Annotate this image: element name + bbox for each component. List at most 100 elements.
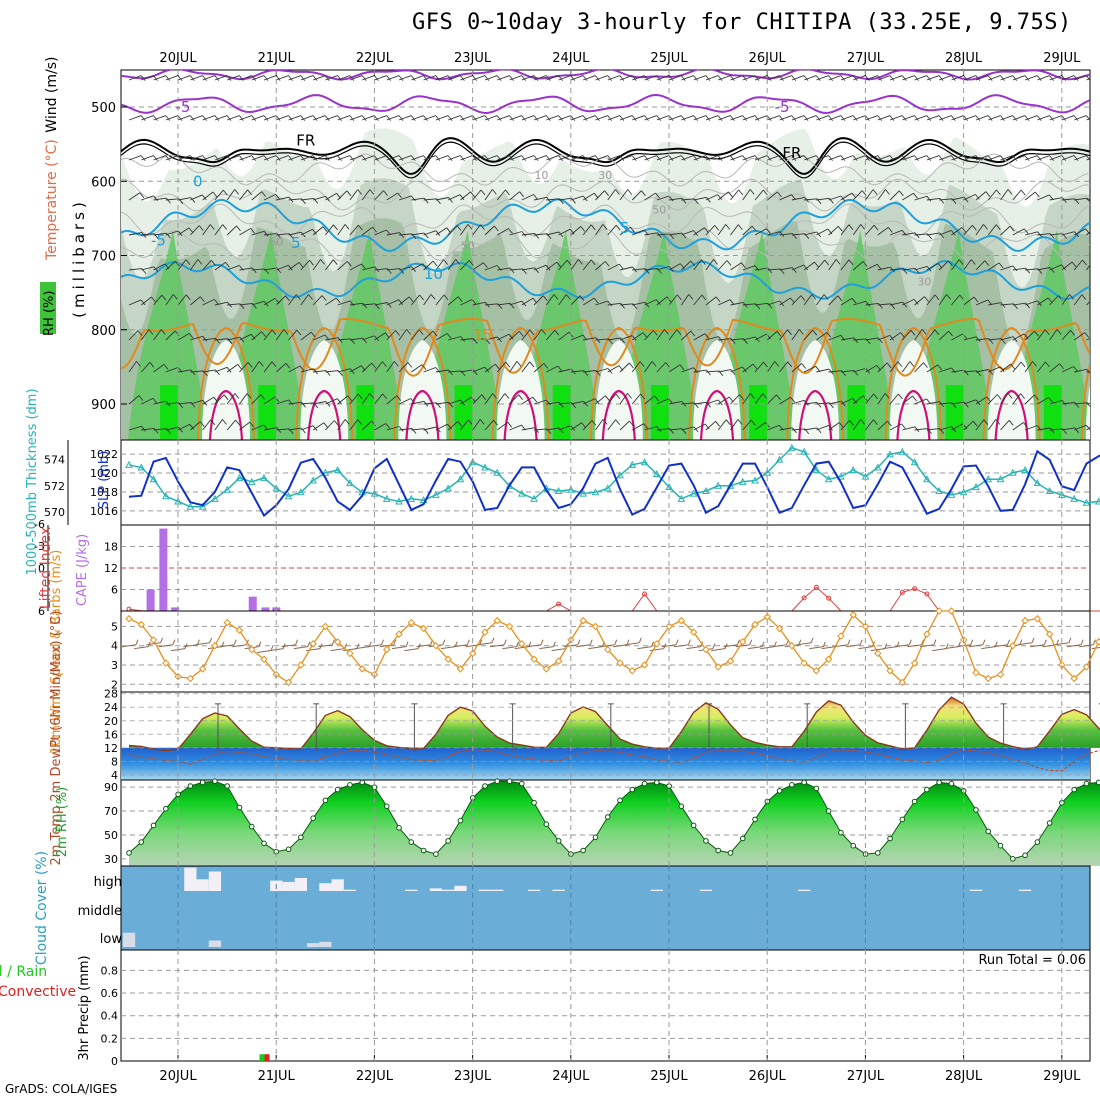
wind-barb-flag (178, 426, 183, 433)
wind-barb (570, 195, 584, 201)
wind-barb-flag (397, 192, 403, 199)
rh-point (482, 783, 488, 789)
wind-barb-flag (693, 115, 698, 121)
wind-barb-flag (529, 329, 535, 336)
wind-barb-flag (1096, 296, 1100, 301)
wind-barb-10m-flag (737, 639, 740, 645)
wind-barb-flag (1049, 115, 1054, 121)
wind-barb-flag (887, 227, 893, 233)
wind-barb (902, 232, 916, 236)
precip-tick-label: 0.4 (101, 1010, 119, 1023)
wind-barb-flag (717, 75, 723, 81)
wind-barb-flag (1069, 294, 1074, 300)
wind-barb-flag (641, 190, 646, 196)
wind-barb (644, 426, 658, 431)
wind-barb-flag (766, 155, 772, 161)
wind-barb-flag (566, 259, 572, 266)
wind-barb (975, 75, 989, 81)
wind-barb-flag (983, 224, 988, 230)
wind-barb-flag (1025, 302, 1031, 309)
wind-barb (362, 115, 375, 121)
wind-barb (595, 368, 609, 373)
wind-barb-flag (1061, 155, 1067, 161)
wind-barb (165, 115, 179, 121)
wind-barb-flag (926, 75, 932, 81)
wind-barb-flag (139, 192, 145, 199)
wind-barb (325, 259, 334, 271)
wind-barb (779, 233, 793, 236)
wind-barb-10m (846, 644, 861, 648)
wind-barb-flag (347, 395, 353, 402)
wind-barb-flag (472, 369, 478, 376)
ylabel-temperature-2m: 2m Temp 2m DewPt (6hr Min/Max) (°C) (49, 611, 64, 866)
wind-barb (165, 402, 179, 405)
wind-barb-flag (938, 75, 944, 81)
wind-barb-10m-flag (773, 641, 777, 647)
wind-barb (521, 194, 534, 201)
wind-barb-flag (521, 155, 527, 161)
wind-barb (963, 420, 974, 431)
wind-barb-10m (121, 644, 137, 648)
freezing-line (121, 141, 1090, 179)
wind-barb (902, 267, 916, 271)
wind-barb (165, 260, 176, 271)
isotherm-20 (393, 326, 452, 440)
wind-barb-10m (674, 644, 689, 648)
wind-barb (607, 224, 617, 236)
wind-barb-flag (358, 224, 363, 231)
wind-barb (288, 115, 301, 121)
wind-barb-flag (202, 115, 207, 121)
wind-barb-flag (188, 333, 194, 339)
rh-point (604, 814, 611, 820)
wind-speed-point (775, 624, 784, 633)
wind-barb-flag (787, 329, 792, 335)
rh-core (1043, 385, 1062, 440)
wind-barb (349, 115, 363, 121)
wind-barb (902, 155, 915, 161)
wind-barb-flag (471, 299, 477, 305)
temperature-area (129, 697, 1100, 748)
isotherm-25 (798, 389, 833, 440)
wind-barb-10m-flag (908, 639, 912, 645)
wind-barb (1012, 228, 1025, 236)
wind-barb (582, 420, 593, 431)
wind-barb-flag (410, 155, 416, 161)
wind-barb (1012, 267, 1026, 271)
wind-barb (865, 189, 874, 201)
wind-speed-point (628, 667, 636, 675)
thickness-point (1070, 494, 1079, 502)
isotherm-25 (699, 389, 735, 440)
cape-tick-label: 18 (104, 541, 118, 554)
wind-barb (730, 301, 744, 306)
wind-barb (1061, 261, 1073, 271)
wind-barb-10m-flag (307, 641, 311, 647)
wind-barb (730, 366, 743, 373)
wind-barb-flag (505, 189, 510, 196)
wind-barb-flag (163, 364, 169, 370)
thickness-point (726, 481, 735, 489)
bottom-date-label: 23JUL (454, 1069, 492, 1084)
wind-barb (423, 75, 436, 81)
wind-barb (362, 155, 375, 161)
wind-barb (816, 197, 830, 201)
wind-barb (1073, 259, 1083, 271)
thickness-point (972, 483, 980, 491)
wind-barb (804, 198, 818, 201)
wind-barb (730, 189, 740, 201)
rh-point (629, 786, 636, 793)
wind-barb-flag (1034, 330, 1039, 337)
wind-barb (153, 428, 167, 431)
wind-barb-flag (705, 75, 711, 81)
wind-barb (693, 227, 705, 236)
wind-barb (1049, 399, 1063, 405)
wind-barb (766, 330, 778, 341)
wind-barb (313, 370, 327, 373)
wind-barb-10m-flag (638, 637, 642, 643)
wind-barb-flag (897, 361, 903, 367)
wind-barb-flag (1048, 397, 1053, 403)
wind-barb-10m-flag (921, 639, 925, 645)
wind-barb-flag (201, 194, 207, 201)
wind-barb (214, 301, 228, 306)
wind-barb-flag (202, 155, 207, 161)
wind-barb-flag (754, 75, 760, 81)
